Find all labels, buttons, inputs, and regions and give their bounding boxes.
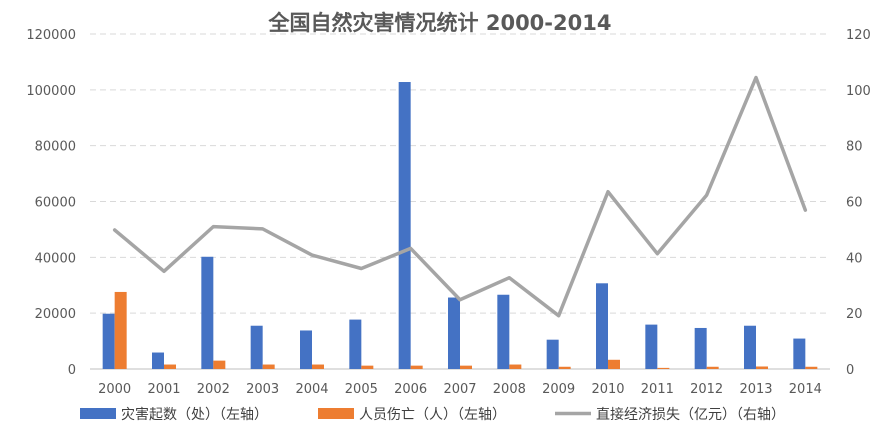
- right-tick-label: 80: [846, 140, 863, 155]
- x-tick-label: 2004: [295, 382, 328, 397]
- x-tick-label: 2012: [690, 382, 723, 397]
- bar-casualties-2004: [312, 364, 324, 369]
- right-tick-label: 60: [846, 196, 863, 211]
- x-tick-label: 2005: [345, 382, 378, 397]
- right-tick-label: 20: [846, 307, 863, 322]
- bar-disasters-2010: [596, 283, 608, 369]
- bar-disasters-2000: [102, 313, 115, 369]
- bar-disasters-2003: [250, 325, 263, 369]
- x-tick-label: 2003: [246, 382, 279, 397]
- bar-disasters-2013: [744, 325, 756, 369]
- x-tick-label: 2014: [789, 382, 822, 397]
- right-tick-label: 120: [846, 28, 871, 43]
- bar-casualties-2005: [361, 365, 374, 369]
- bar-disasters-2005: [349, 319, 362, 369]
- bar-casualties-2011: [657, 367, 670, 369]
- bar-disasters-2012: [694, 327, 707, 369]
- bar-casualties-2000: [114, 291, 127, 369]
- bar-casualties-2014: [805, 366, 818, 369]
- bar-casualties-2006: [410, 365, 423, 369]
- left-tick-label: 120000: [26, 28, 76, 43]
- bar-disasters-2014: [793, 338, 806, 369]
- bar-casualties-2002: [213, 360, 226, 369]
- x-tick-label: 2000: [98, 382, 131, 397]
- bar-casualties-2003: [262, 364, 275, 369]
- bar-casualties-2013: [756, 366, 768, 369]
- bar-disasters-2004: [300, 330, 312, 369]
- bar-casualties-2009: [558, 366, 571, 369]
- line-economic-loss: [112, 75, 808, 318]
- bar-disasters-2007: [448, 297, 460, 369]
- bar-disasters-2006: [398, 82, 411, 370]
- bar-casualties-2012: [706, 366, 719, 369]
- bar-casualties-2008: [509, 364, 522, 369]
- right-tick-label: 40: [846, 251, 863, 266]
- legend: 灾害起数（处）（左轴） 人员伤亡（人）（左轴） 直接经济损失（亿元）（右轴）: [80, 406, 785, 423]
- x-tick-label: 2009: [542, 382, 575, 397]
- line-series: [112, 75, 808, 318]
- bar-disasters-2011: [645, 324, 658, 369]
- bar-casualties-2001: [164, 364, 176, 369]
- left-tick-label: 40000: [35, 251, 76, 266]
- bar-disasters-2008: [497, 294, 510, 369]
- x-axis-ticks: 2000 2001 2002 2003 2004 2005 2006 2007 2008 2009…: [98, 382, 822, 397]
- right-axis-ticks: 0 20 40 60 80 100 120: [846, 28, 871, 378]
- legend-label: 直接经济损失（亿元）（右轴）: [596, 406, 785, 423]
- bar-disasters-2001: [152, 352, 164, 369]
- left-axis-ticks: 0 20000 40000 60000 80000 100000 120000: [26, 28, 76, 378]
- legend-label: 人员伤亡（人）（左轴）: [359, 407, 506, 423]
- legend-label: 灾害起数（处）（左轴）: [121, 406, 268, 423]
- left-tick-label: 0: [68, 363, 76, 378]
- legend-swatch: [318, 408, 354, 419]
- x-tick-label: 2001: [147, 382, 180, 397]
- x-tick-label: 2011: [641, 382, 674, 397]
- bars: [102, 82, 818, 370]
- right-tick-label: 0: [846, 363, 854, 378]
- bar-casualties-2007: [460, 365, 472, 369]
- bar-disasters-2002: [201, 256, 214, 369]
- left-tick-label: 60000: [35, 196, 76, 211]
- chart-title: 全国自然灾害情况统计 2000-2014: [268, 11, 612, 35]
- x-tick-label: 2010: [591, 382, 624, 397]
- left-tick-label: 100000: [26, 84, 76, 99]
- legend-swatch: [80, 408, 116, 419]
- left-tick-label: 20000: [35, 307, 76, 322]
- bar-disasters-2009: [546, 339, 559, 369]
- x-tick-label: 2007: [443, 382, 476, 397]
- right-tick-label: 100: [846, 84, 871, 99]
- x-tick-label: 2006: [394, 382, 427, 397]
- x-tick-label: 2013: [739, 382, 772, 397]
- x-tick-label: 2002: [197, 382, 230, 397]
- left-tick-label: 80000: [35, 140, 76, 155]
- x-tick-label: 2008: [493, 382, 526, 397]
- bar-casualties-2010: [608, 359, 620, 369]
